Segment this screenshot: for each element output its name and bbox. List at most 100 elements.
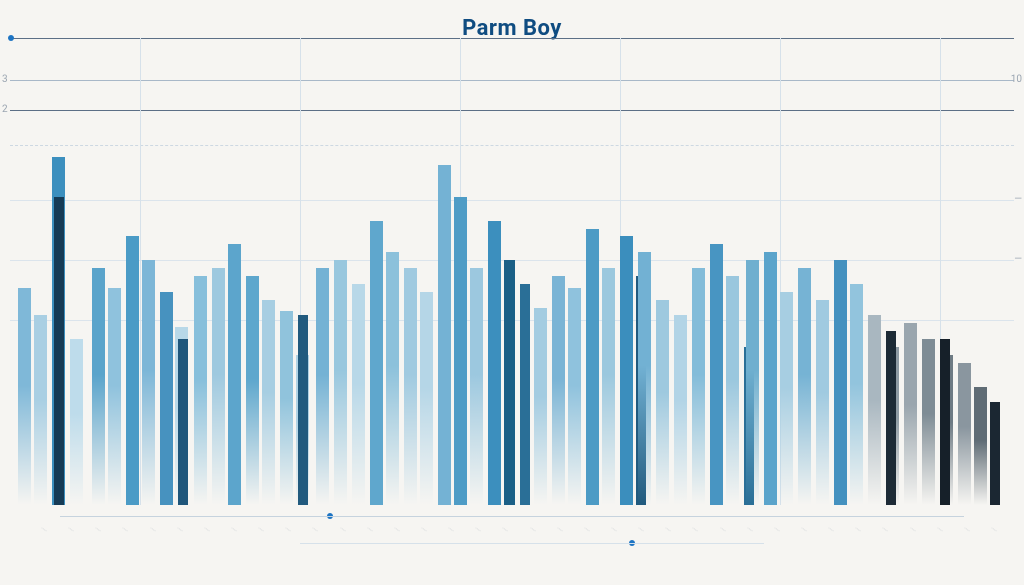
- bar: [420, 292, 433, 505]
- x-tick-label: ⁞: [637, 526, 646, 533]
- bar: [18, 288, 31, 505]
- bar: [160, 292, 173, 505]
- bar: [656, 300, 669, 505]
- bar: [726, 276, 739, 505]
- bar: [438, 165, 451, 505]
- bar: [990, 402, 1000, 505]
- bar: [504, 260, 515, 505]
- bar: [850, 284, 863, 505]
- bar: [798, 268, 811, 505]
- y-tick-right: —: [1014, 194, 1022, 205]
- x-tick-label: ⁞: [529, 526, 538, 533]
- bar: [568, 288, 581, 505]
- bar: [868, 315, 881, 505]
- bar: [922, 339, 935, 505]
- gridline-h: [10, 80, 1014, 81]
- bar: [958, 363, 971, 505]
- bar: [54, 197, 64, 505]
- x-tick-label: ⁞: [583, 526, 592, 533]
- bar: [142, 260, 155, 505]
- x-tick-label: ⁞: [311, 526, 320, 533]
- x-axis-line: [60, 516, 964, 517]
- x-tick-label: ⁞: [800, 526, 809, 533]
- bar: [520, 284, 530, 505]
- x-tick-label: ⁞: [909, 526, 918, 533]
- bar: [470, 268, 483, 505]
- bar: [70, 339, 83, 505]
- x-tick-label: ⁞: [881, 526, 890, 533]
- x-tick-label: ⁞: [963, 526, 972, 533]
- bar: [194, 276, 207, 505]
- bar: [620, 236, 633, 505]
- x-tick-label: ⁞: [257, 526, 266, 533]
- x-tick-label: ⁞: [936, 526, 945, 533]
- bar: [674, 315, 687, 505]
- bar: [780, 292, 793, 505]
- gridline-h: [10, 38, 1014, 39]
- bar: [904, 323, 917, 505]
- gridline-h: [10, 110, 1014, 111]
- axis-dot: [8, 35, 14, 41]
- gridline-h: [10, 145, 1014, 146]
- y-tick-left: 2: [2, 104, 8, 115]
- chart-canvas: Parm Boy 3210——⁞⁞⁞⁞⁞⁞⁞⁞⁞⁞⁞⁞⁞⁞⁞⁞⁞⁞⁞⁞⁞⁞⁞⁞⁞…: [0, 0, 1024, 585]
- x-tick-label: ⁞: [691, 526, 700, 533]
- bar: [34, 315, 47, 505]
- bar: [534, 308, 547, 506]
- bar: [692, 268, 705, 505]
- bar: [940, 339, 950, 505]
- x-tick-label: ⁞: [393, 526, 402, 533]
- x-tick-label: ⁞: [447, 526, 456, 533]
- bar: [764, 252, 777, 505]
- bar: [710, 244, 723, 505]
- y-tick-right: 10: [1011, 74, 1022, 85]
- bar: [834, 260, 847, 505]
- bar: [228, 244, 241, 505]
- gridline-v: [140, 38, 141, 505]
- bar: [488, 221, 501, 505]
- bar: [280, 311, 293, 505]
- bar: [178, 339, 188, 505]
- bar: [212, 268, 225, 505]
- x-tick-label: ⁞: [501, 526, 510, 533]
- bar: [886, 331, 896, 505]
- x-tick-label: ⁞: [474, 526, 483, 533]
- x-tick-label: ⁞: [610, 526, 619, 533]
- y-tick-right: —: [1014, 254, 1022, 265]
- x-tick-label: ⁞: [773, 526, 782, 533]
- bar: [370, 221, 383, 505]
- bar: [404, 268, 417, 505]
- bar: [352, 284, 365, 505]
- x-tick-label: ⁞: [746, 526, 755, 533]
- x-tick-label: ⁞: [339, 526, 348, 533]
- bar: [108, 288, 121, 505]
- x-tick-label: ⁞: [121, 526, 130, 533]
- x-tick-label: ⁞: [40, 526, 49, 533]
- x-tick-label: ⁞: [556, 526, 565, 533]
- x-tick-label: ⁞: [284, 526, 293, 533]
- x-tick-label: ⁞: [366, 526, 375, 533]
- bar: [92, 268, 105, 505]
- x-tick-label: ⁞: [854, 526, 863, 533]
- x-tick-label: ⁞: [827, 526, 836, 533]
- bar: [334, 260, 347, 505]
- bar: [246, 276, 259, 505]
- bar: [298, 315, 308, 505]
- bar: [454, 197, 467, 505]
- bar: [386, 252, 399, 505]
- y-tick-left: 3: [2, 74, 8, 85]
- bar: [586, 229, 599, 506]
- gridline-h: [10, 200, 1014, 201]
- x-tick-label: ⁞: [664, 526, 673, 533]
- x-tick-label: ⁞: [990, 526, 999, 533]
- x-tick-label: ⁞: [176, 526, 185, 533]
- bar: [126, 236, 139, 505]
- x-tick-label: ⁞: [420, 526, 429, 533]
- bar: [746, 260, 759, 505]
- x-tick-label: ⁞: [230, 526, 239, 533]
- bar: [816, 300, 829, 505]
- x-tick-label: ⁞: [67, 526, 76, 533]
- x-tick-label: ⁞: [94, 526, 103, 533]
- bar: [262, 300, 275, 505]
- x-tick-label: ⁞: [149, 526, 158, 533]
